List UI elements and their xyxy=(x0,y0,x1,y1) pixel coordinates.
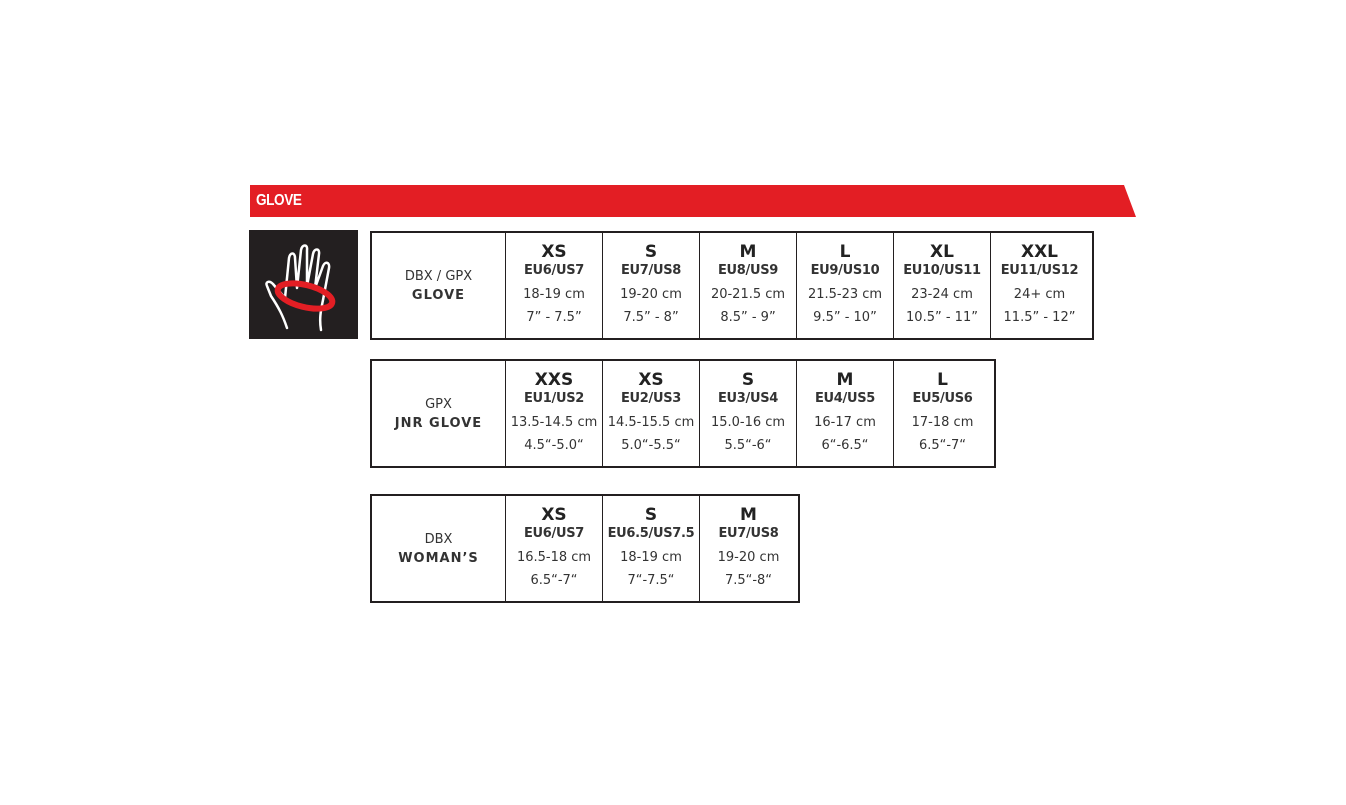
size-inch: 9.5” - 10” xyxy=(813,310,877,325)
eu-us-size: EU5/US6 xyxy=(912,391,973,406)
product-name: JNR GLOVE xyxy=(394,415,483,431)
size-column: S EU6.5/US7.5 18-19 cm 7“-7.5“ xyxy=(603,496,700,601)
size-cm: 16-17 cm xyxy=(814,415,876,430)
size-cm: 15.0-16 cm xyxy=(710,415,786,430)
size-column: L EU9/US10 21.5-23 cm 9.5” - 10” xyxy=(797,233,894,338)
eu-us-size: EU6/US7 xyxy=(523,526,585,541)
product-line: DBX xyxy=(424,531,453,547)
size-column: XS EU2/US3 14.5-15.5 cm 5.0“-5.5“ xyxy=(603,361,700,466)
product-label: DBX WOMAN’S xyxy=(372,496,506,601)
size-cm: 18-19 cm xyxy=(620,550,682,565)
section-title: GLOVE xyxy=(256,192,302,209)
size-label: XS xyxy=(638,370,664,390)
size-cm: 23-24 cm xyxy=(911,287,973,302)
size-inch: 7.5“-8“ xyxy=(724,573,773,588)
size-table-gpx-jnr-glove: GPX JNR GLOVE XXS EU1/US2 13.5-14.5 cm 4.… xyxy=(370,359,996,468)
product-name: WOMAN’S xyxy=(398,550,479,566)
eu-us-size: EU11/US12 xyxy=(1000,263,1079,278)
size-cm: 14.5-15.5 cm xyxy=(607,415,695,430)
size-label: S xyxy=(741,370,755,390)
size-cm: 18-19 cm xyxy=(523,287,585,302)
size-cm: 19-20 cm xyxy=(717,550,780,565)
size-label: M xyxy=(739,242,757,262)
size-column: XXL EU11/US12 24+ cm 11.5” - 12” xyxy=(991,233,1088,338)
size-inch: 6.5“-7“ xyxy=(530,573,578,588)
product-label: GPX JNR GLOVE xyxy=(372,361,506,466)
size-inch: 10.5” - 11” xyxy=(906,310,978,325)
size-label: S xyxy=(644,242,658,262)
eu-us-size: EU7/US8 xyxy=(620,263,682,278)
size-inch: 5.5“-6“ xyxy=(724,438,772,453)
eu-us-size: EU8/US9 xyxy=(717,263,779,278)
eu-us-size: EU6/US7 xyxy=(523,263,585,278)
size-table-dbx-gpx-glove: DBX / GPX GLOVE XS EU6/US7 18-19 cm 7” - … xyxy=(370,231,1094,340)
size-label: XS xyxy=(541,505,567,525)
eu-us-size: EU10/US11 xyxy=(903,263,981,278)
size-cm: 21.5-23 cm xyxy=(807,287,883,302)
size-column: M EU8/US9 20-21.5 cm 8.5” - 9” xyxy=(700,233,797,338)
size-inch: 6.5“-7“ xyxy=(918,438,967,453)
size-inch: 8.5” - 9” xyxy=(720,310,776,325)
size-inch: 6“-6.5“ xyxy=(821,438,869,453)
size-inch: 5.0“-5.5“ xyxy=(621,438,681,453)
size-inch: 7“-7.5“ xyxy=(627,573,675,588)
eu-us-size: EU4/US5 xyxy=(814,391,876,406)
size-column: M EU4/US5 16-17 cm 6“-6.5“ xyxy=(797,361,894,466)
size-column: S EU3/US4 15.0-16 cm 5.5“-6“ xyxy=(700,361,797,466)
size-label: XL xyxy=(930,242,954,262)
size-inch: 11.5” - 12” xyxy=(1003,310,1076,325)
size-label: XXS xyxy=(534,370,574,390)
size-cm: 16.5-18 cm xyxy=(516,550,592,565)
size-label: XXL xyxy=(1020,242,1059,262)
eu-us-size: EU2/US3 xyxy=(620,391,682,406)
size-inch: 7” - 7.5” xyxy=(526,310,582,325)
product-name: GLOVE xyxy=(411,287,466,303)
size-column: M EU7/US8 19-20 cm 7.5“-8“ xyxy=(700,496,797,601)
size-cm: 24+ cm xyxy=(1013,287,1066,302)
size-label: M xyxy=(740,505,757,525)
size-cm: 20-21.5 cm xyxy=(710,287,786,302)
size-label: L xyxy=(839,242,851,262)
eu-us-size: EU1/US2 xyxy=(523,391,585,406)
size-column: XS EU6/US7 16.5-18 cm 6.5“-7“ xyxy=(506,496,603,601)
size-column: XXS EU1/US2 13.5-14.5 cm 4.5“-5.0“ xyxy=(506,361,603,466)
eu-us-size: EU7/US8 xyxy=(718,526,779,541)
size-column: L EU5/US6 17-18 cm 6.5“-7“ xyxy=(894,361,991,466)
eu-us-size: EU3/US4 xyxy=(717,391,779,406)
size-column: S EU7/US8 19-20 cm 7.5” - 8” xyxy=(603,233,700,338)
size-label: M xyxy=(836,370,854,390)
size-cm: 13.5-14.5 cm xyxy=(510,415,598,430)
size-cm: 19-20 cm xyxy=(620,287,682,302)
product-label: DBX / GPX GLOVE xyxy=(372,233,506,338)
size-inch: 7.5” - 8” xyxy=(623,310,679,325)
size-label: S xyxy=(644,505,658,525)
size-cm: 17-18 cm xyxy=(911,415,974,430)
size-column: XL EU10/US11 23-24 cm 10.5” - 11” xyxy=(894,233,991,338)
eu-us-size: EU9/US10 xyxy=(810,263,880,278)
product-line: GPX xyxy=(425,396,452,412)
size-label: XS xyxy=(541,242,567,262)
size-label: L xyxy=(937,370,948,390)
eu-us-size: EU6.5/US7.5 xyxy=(607,526,695,541)
section-banner: GLOVE xyxy=(250,185,1136,217)
size-table-dbx-womans: DBX WOMAN’S XS EU6/US7 16.5-18 cm 6.5“-7“… xyxy=(370,494,800,603)
hand-measure-icon xyxy=(249,230,358,339)
size-inch: 4.5“-5.0“ xyxy=(524,438,584,453)
product-line: DBX / GPX xyxy=(404,268,473,284)
size-column: XS EU6/US7 18-19 cm 7” - 7.5” xyxy=(506,233,603,338)
